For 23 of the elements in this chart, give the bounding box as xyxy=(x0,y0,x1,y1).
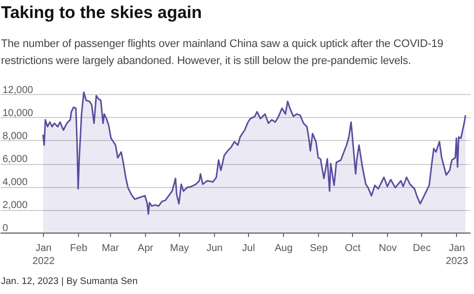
x-tick-label: Jan 2023 xyxy=(446,243,468,267)
y-tick-label: 6,000 xyxy=(2,154,28,165)
x-tick-label: Nov xyxy=(378,243,397,254)
chart-title: Taking to the skies again xyxy=(1,3,202,23)
x-tick-label: May xyxy=(170,243,189,254)
y-tick-label: 12,000 xyxy=(2,85,34,96)
x-tick-label: Jul xyxy=(242,243,255,254)
x-tick-label: Dec xyxy=(412,243,431,254)
x-tick-label: Mar xyxy=(102,243,120,254)
x-tick-label: Sep xyxy=(310,243,328,254)
y-tick-label: 4,000 xyxy=(2,177,28,188)
x-tick-label: Aug xyxy=(274,243,293,254)
y-tick-label: 0 xyxy=(2,223,8,234)
y-tick-label: 10,000 xyxy=(2,108,34,119)
x-tick-label: Jun xyxy=(206,243,223,254)
chart-subtitle: The number of passenger flights over mainland China saw a quick uptick after the COVID-19 restrictions were largely abandoned. However, it is still below the pre-pandemic levels. xyxy=(1,37,444,69)
text: Jan. 12, 2023 | By Sumanta Sen xyxy=(1,276,138,287)
y-tick-label: 2,000 xyxy=(2,200,28,211)
y-tick-label: 8,000 xyxy=(2,131,28,142)
x-tick-label: Apr xyxy=(138,243,154,254)
x-tick-label: Feb xyxy=(70,243,88,254)
x-tick-label: Oct xyxy=(344,243,361,254)
x-tick-label: Jan 2022 xyxy=(32,243,56,267)
